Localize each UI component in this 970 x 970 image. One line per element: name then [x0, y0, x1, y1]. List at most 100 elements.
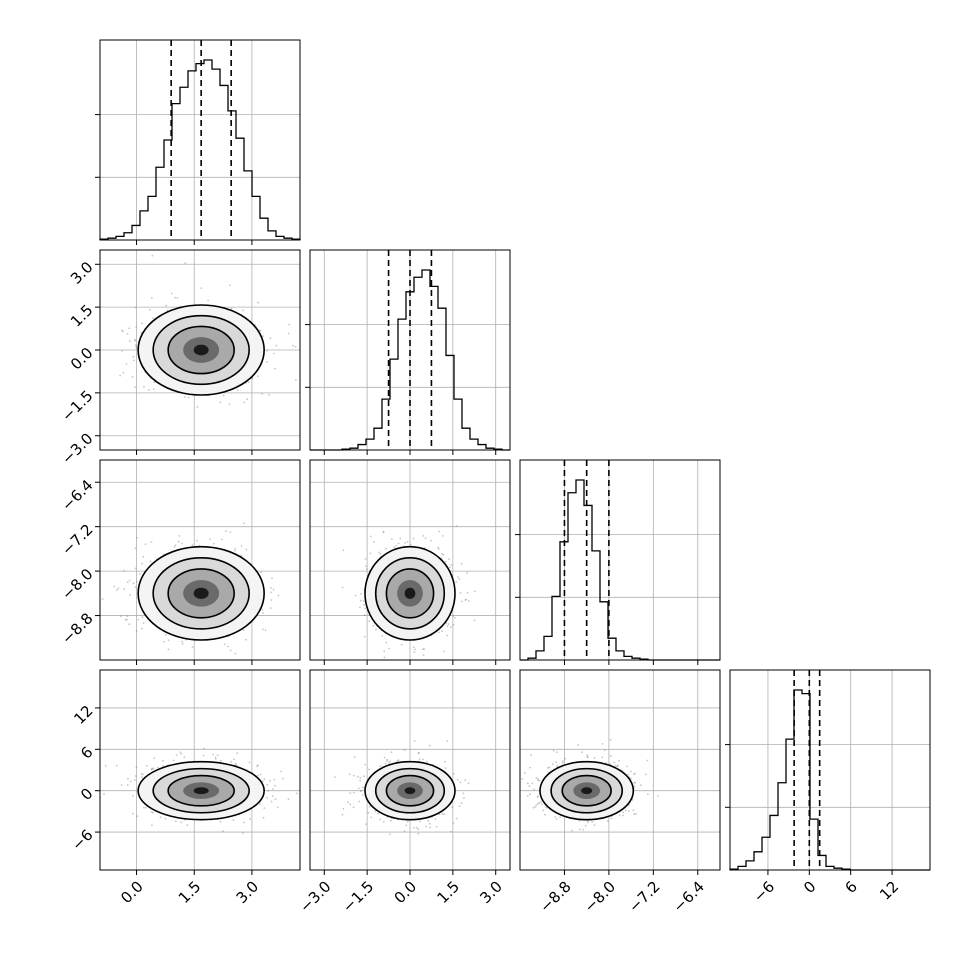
scatter-point: [151, 824, 153, 827]
histogram-panel-2: [515, 459, 721, 665]
scatter-point: [151, 296, 153, 299]
scatter-point: [633, 813, 636, 816]
panels-layer: [95, 39, 931, 875]
scatter-point: [417, 828, 420, 831]
scatter-point: [294, 345, 297, 348]
scatter-point: [437, 548, 440, 550]
scatter-point: [456, 778, 459, 781]
scatter-point: [388, 761, 390, 764]
scatter-point: [630, 777, 632, 780]
scatter-point: [269, 779, 271, 782]
scatter-point: [131, 812, 134, 815]
scatter-point: [143, 806, 145, 809]
scatter-point: [442, 650, 445, 653]
scatter-point: [362, 786, 364, 789]
scatter-point: [134, 586, 137, 589]
scatter-point: [577, 744, 580, 746]
scatter-point: [341, 586, 344, 589]
scatter-point: [153, 381, 156, 384]
scatter-point: [174, 296, 177, 299]
scatter-point: [132, 794, 134, 797]
density-level-4: [193, 787, 209, 795]
scatter-point: [270, 587, 272, 589]
scatter-point: [551, 763, 554, 766]
scatter-point: [128, 340, 131, 342]
x-tick-label-3-0: −6: [750, 878, 778, 906]
scatter-point: [135, 344, 137, 347]
contour-1: [152, 556, 250, 630]
scatter-point: [262, 612, 264, 614]
scatter-point: [261, 392, 263, 395]
scatter-point: [261, 608, 264, 611]
scatter-point: [415, 826, 418, 829]
scatter-point: [534, 805, 537, 808]
scatter-point: [242, 309, 244, 312]
scatter-point: [214, 756, 217, 759]
scatter-point: [266, 796, 268, 799]
scatter-point: [272, 788, 274, 790]
scatter-point: [452, 822, 455, 825]
scatter-point: [221, 538, 223, 541]
scatter-point: [251, 377, 254, 380]
contour-0: [137, 545, 265, 641]
scatter-point: [444, 767, 447, 769]
scatter-point: [363, 635, 366, 638]
scatter-point: [455, 817, 458, 820]
scatter-point: [292, 344, 294, 347]
scatter-point: [116, 589, 118, 592]
scatter-point: [593, 757, 596, 759]
scatter-point: [446, 625, 449, 627]
scatter-point: [153, 757, 156, 760]
scatter-point: [542, 809, 544, 812]
scatter-point: [248, 761, 251, 764]
x-tick-label-0-1: 1.5: [175, 878, 205, 908]
scatter-point: [422, 535, 425, 537]
scatter-point: [578, 819, 581, 822]
scatter-point: [634, 781, 637, 784]
scatter-point: [295, 379, 297, 381]
scatter-point: [203, 747, 205, 750]
scatter-point: [422, 654, 425, 656]
scatter-point: [172, 759, 175, 762]
scatter-point: [270, 599, 273, 601]
scatter-point: [200, 287, 203, 290]
scatter-point: [442, 553, 445, 556]
scatter-point: [422, 758, 424, 761]
scatter-point: [438, 530, 441, 533]
scatter-point: [101, 598, 104, 600]
scatter-point: [363, 604, 365, 606]
scatter-point: [233, 758, 236, 761]
scatter-point: [164, 817, 167, 820]
scatter-point: [609, 755, 612, 758]
scatter-point: [126, 581, 129, 584]
scatter-point: [386, 760, 388, 762]
scatter-point: [115, 764, 118, 767]
scatter-point: [173, 546, 176, 548]
scatter-point: [352, 774, 355, 777]
scatter-point: [121, 329, 123, 332]
scatter-point: [364, 763, 367, 766]
scatter-point: [462, 792, 465, 795]
scatter-point: [301, 603, 303, 605]
scatter-point: [352, 806, 355, 809]
scatter-point: [123, 569, 125, 572]
scatter-point: [142, 622, 145, 624]
scatter-point: [266, 360, 268, 363]
y-tick-label-1-1: −1.5: [58, 387, 96, 425]
scatter-point: [249, 817, 252, 820]
scatter-point: [132, 582, 135, 585]
scatter-point: [633, 773, 636, 776]
scatter-point: [356, 775, 359, 778]
scatter-point: [126, 784, 129, 786]
scatter-point: [532, 806, 535, 809]
scatter-point: [362, 600, 365, 602]
scatter-point: [473, 619, 476, 622]
scatter-point: [214, 758, 217, 760]
scatter-point: [452, 772, 455, 775]
scatter-point: [412, 646, 415, 649]
scatter-point: [377, 812, 379, 815]
scatter-point: [138, 573, 141, 575]
scatter-point: [467, 782, 470, 784]
contour-2: [385, 774, 435, 807]
scatter-point: [441, 552, 443, 555]
